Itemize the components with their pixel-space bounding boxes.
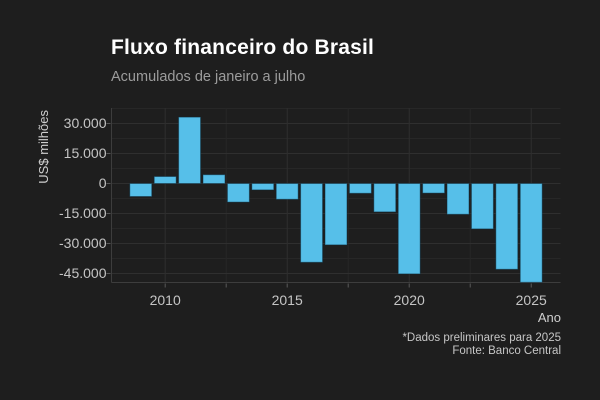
bar-2009 xyxy=(129,183,153,197)
y-axis-title: US$ milhões xyxy=(36,110,51,184)
bar-2013 xyxy=(226,183,250,203)
y-tick-label: -45.000 xyxy=(59,265,107,281)
y-tick-label: 0 xyxy=(99,175,107,191)
x-tick-label: 2010 xyxy=(150,292,181,308)
bar-2025 xyxy=(519,183,543,283)
bar-2019 xyxy=(373,183,397,213)
bar-2024 xyxy=(495,183,519,270)
bar-2015 xyxy=(275,183,299,200)
chart-subtitle: Acumulados de janeiro a julho xyxy=(111,69,306,85)
y-tick-label: 15.000 xyxy=(64,145,107,161)
x-tick-label: 2025 xyxy=(516,292,547,308)
chart-caption: *Dados preliminares para 2025 Fonte: Ban… xyxy=(402,332,561,358)
x-tick-label: 2020 xyxy=(394,292,425,308)
bar-2014 xyxy=(251,183,275,191)
bar-2010 xyxy=(153,176,177,184)
x-tick-label: 2015 xyxy=(272,292,303,308)
y-tick-label: -15.000 xyxy=(59,205,107,221)
x-axis-title: Ano xyxy=(537,310,561,325)
bar-2012 xyxy=(202,174,226,184)
caption-note: *Dados preliminares para 2025 xyxy=(402,332,561,344)
y-tick-label: -30.000 xyxy=(59,235,107,251)
bar-2017 xyxy=(324,183,348,246)
chart-title: Fluxo financeiro do Brasil xyxy=(111,36,375,59)
bar-2020 xyxy=(397,183,421,275)
bar-2018 xyxy=(348,183,372,194)
y-tick-label: 30.000 xyxy=(64,115,107,131)
bar-2022 xyxy=(446,183,470,215)
bar-2023 xyxy=(470,183,494,230)
caption-source: Fonte: Banco Central xyxy=(452,345,561,357)
bar-2011 xyxy=(178,116,202,184)
bar-2016 xyxy=(300,183,324,263)
bar-2021 xyxy=(422,183,446,194)
